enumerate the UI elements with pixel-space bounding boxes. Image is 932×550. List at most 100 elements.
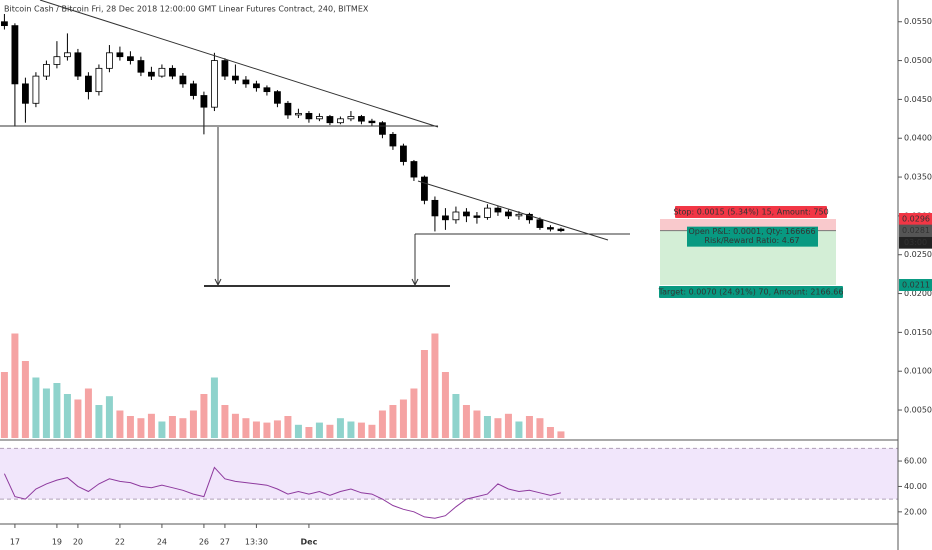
candle-body: [263, 87, 271, 93]
y-tick-label: 0.0500: [904, 56, 932, 65]
countdown: 03:00: [904, 238, 927, 247]
candle-body: [347, 116, 355, 120]
candle-body: [11, 25, 19, 85]
y-tick-label: 0.0550: [904, 17, 932, 26]
drawings: [0, 0, 630, 287]
candle-body: [557, 228, 565, 232]
y-tick-label: 0.0100: [904, 367, 932, 376]
volume-bar: [431, 333, 439, 438]
candle-body: [484, 207, 491, 218]
volume-bar: [473, 410, 481, 438]
volume-bar: [462, 405, 470, 438]
volume-bar: [11, 333, 19, 438]
trend-line: [417, 180, 609, 241]
volume-bar: [84, 388, 92, 438]
candle-body: [43, 64, 50, 77]
volume-bar: [168, 416, 176, 438]
candle-body: [169, 67, 176, 77]
candle-body: [400, 145, 407, 162]
volume-bar: [441, 372, 449, 438]
stop-zone: [660, 219, 836, 231]
candle-body: [22, 83, 29, 104]
price-label-box: [899, 224, 932, 237]
volume-bar: [420, 350, 428, 438]
volume-bar: [53, 383, 61, 438]
candle-body: [242, 79, 250, 85]
x-tick-label: 26: [199, 538, 209, 547]
position-label: Open P&L: 0.0001, Qty: 166666: [688, 227, 815, 236]
volume-bar: [32, 377, 40, 438]
y-tick-label: 0.0450: [904, 95, 932, 104]
candle-body: [274, 91, 281, 104]
candle-body: [536, 219, 544, 228]
candle-body: [410, 161, 418, 178]
y-tick-label: 0.0050: [904, 406, 932, 415]
candle-body: [316, 116, 323, 120]
plot: [0, 13, 898, 519]
candle-body: [32, 75, 40, 104]
volume-bar: [95, 405, 103, 438]
price-label: 0.0281: [902, 226, 930, 235]
candle-body: [505, 211, 512, 217]
candle-body: [158, 67, 166, 77]
candle-body: [547, 227, 554, 230]
volume-bar: [368, 424, 376, 438]
x-tick-label: 19: [52, 538, 62, 547]
position-label-box: [659, 286, 843, 299]
volume-bar: [557, 431, 565, 438]
price-label: 0.0296: [902, 215, 930, 224]
rsi-tick-label: 60.00: [904, 457, 927, 466]
volume-bar: [210, 377, 218, 438]
volume-bar: [336, 418, 344, 438]
rsi-band: [0, 448, 898, 500]
candle-body: [526, 213, 533, 221]
pnl-box: [687, 226, 818, 247]
x-tick-label: Dec: [301, 538, 318, 547]
volume-bar: [315, 422, 323, 438]
volume-bar: [536, 418, 544, 438]
position-label: Target: 0.0070 (24.91%) 70, Amount: 2166…: [658, 288, 844, 297]
x-tick-label: 27: [220, 538, 230, 547]
candle-body: [389, 133, 397, 147]
y-tick-label: 0.0400: [904, 134, 932, 143]
volume-bar: [42, 388, 50, 438]
position-label: Risk/Reward Ratio: 4.67: [704, 236, 799, 245]
volume-bar: [147, 413, 155, 438]
position-label: Stop: 0.0015 (5.34%) 15, Amount: 750: [673, 208, 828, 217]
candle-body: [368, 120, 376, 124]
volume-bar: [389, 405, 397, 438]
candle-body: [74, 52, 82, 77]
volume-bar: [0, 372, 8, 438]
candle-body: [379, 122, 386, 135]
volume-bar: [179, 418, 187, 438]
volume-bar: [483, 416, 491, 438]
rsi-tick-label: 40.00: [904, 482, 927, 491]
volume-bar: [515, 421, 523, 438]
volume-bar: [399, 399, 407, 438]
x-tick-label: 17: [10, 538, 20, 547]
y-tick-label: 0.0250: [904, 250, 932, 259]
candle-body: [452, 211, 460, 221]
x-tick-label: 13:30: [245, 538, 268, 547]
candle-body: [473, 215, 481, 218]
volume-bar: [74, 399, 82, 438]
volume-bar: [273, 420, 281, 438]
price-label-box: [899, 279, 932, 292]
y-tick-label: 0.0200: [904, 289, 932, 298]
volume-bar: [357, 422, 365, 438]
rsi-tick-label: 20.00: [904, 507, 927, 516]
candle-body: [253, 83, 260, 89]
candle-body: [190, 83, 197, 96]
volume-bar: [116, 410, 124, 438]
position-label-box: [675, 206, 827, 218]
volume-bar: [158, 421, 166, 438]
candle-body: [295, 112, 302, 116]
volume-bar: [189, 410, 197, 438]
candle-body: [337, 118, 344, 124]
volume-bar: [410, 388, 418, 438]
volume-bar: [378, 410, 386, 438]
volume-bar: [200, 394, 208, 438]
y-tick-label: 0.0150: [904, 328, 932, 337]
y-tick-label: 0.0350: [904, 173, 932, 182]
